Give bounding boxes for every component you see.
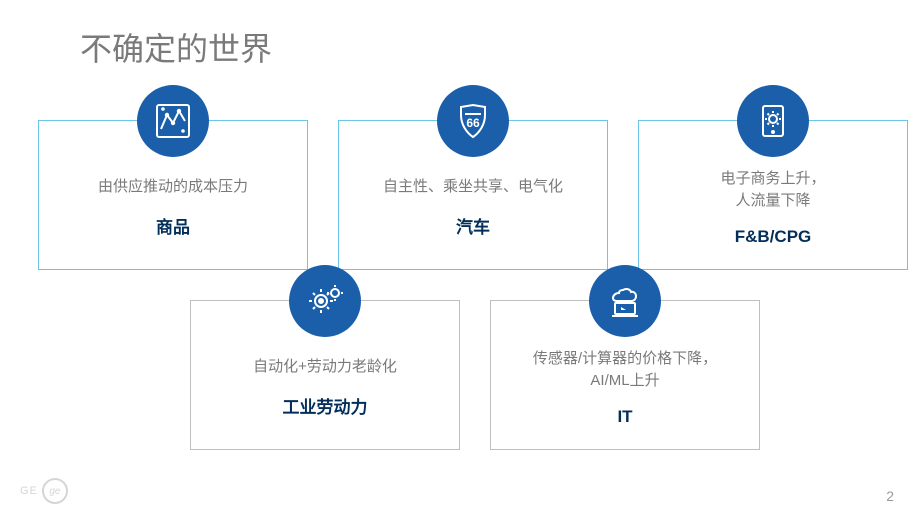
card-desc: 电子商务上升， 人流量下降 [710, 168, 835, 213]
tablet-gear-icon [737, 85, 809, 157]
card-label: 商品 [156, 213, 190, 238]
page-number: 2 [886, 488, 894, 504]
svg-text:66: 66 [466, 116, 480, 130]
ge-monogram-icon: ge [42, 478, 68, 504]
card-row-top: 由供应推动的成本压力 商品 66 自主性、乘坐共享、电气化 汽车 [38, 120, 908, 270]
slide-title: 不确定的世界 [80, 24, 272, 70]
card-desc: 传感器/计算器的价格下降， AI/ML上升 [523, 348, 727, 393]
footer-logo: GE ge [20, 478, 68, 504]
card-desc: 由供应推动的成本压力 [88, 176, 258, 199]
card-label: IT [617, 407, 632, 427]
gears-icon [289, 265, 361, 337]
brand-text: GE [20, 485, 38, 497]
cloud-laptop-icon [589, 265, 661, 337]
chart-icon [137, 85, 209, 157]
card-desc: 自动化+劳动力老龄化 [243, 356, 407, 379]
card-it: 传感器/计算器的价格下降， AI/ML上升 IT [490, 300, 760, 450]
card-fb-cpg: 电子商务上升， 人流量下降 F&B/CPG [638, 120, 908, 270]
card-auto: 66 自主性、乘坐共享、电气化 汽车 [338, 120, 608, 270]
card-labor: 自动化+劳动力老龄化 工业劳动力 [190, 300, 460, 450]
card-commodities: 由供应推动的成本压力 商品 [38, 120, 308, 270]
card-label: 工业劳动力 [283, 393, 368, 418]
card-row-bottom: 自动化+劳动力老龄化 工业劳动力 传感器/计算器的价格下降， AI/ML上升 I… [190, 300, 760, 450]
card-label: 汽车 [456, 213, 490, 238]
card-desc: 自主性、乘坐共享、电气化 [373, 176, 573, 199]
card-label: F&B/CPG [735, 227, 812, 247]
route66-icon: 66 [437, 85, 509, 157]
